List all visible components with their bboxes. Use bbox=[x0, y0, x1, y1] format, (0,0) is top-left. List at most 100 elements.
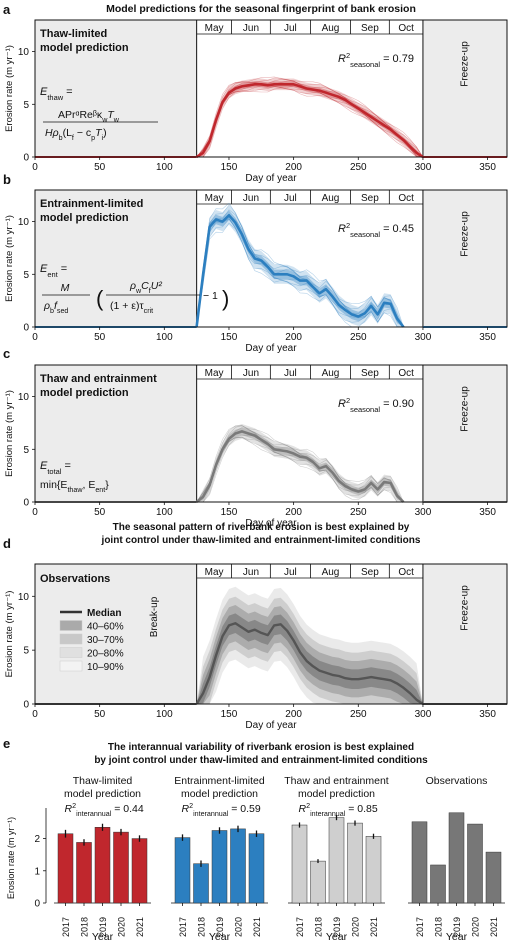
freeze-up-label: Freeze-up bbox=[459, 41, 470, 87]
label-part: 2 bbox=[72, 802, 76, 810]
x-tick-label: 2021 bbox=[252, 917, 262, 937]
bar bbox=[211, 830, 228, 904]
label-part: w bbox=[135, 287, 142, 295]
label-part: = bbox=[58, 263, 67, 275]
panel-title: Thaw-limited bbox=[40, 28, 107, 40]
label-part: f bbox=[54, 300, 58, 312]
legend-label: 30–70% bbox=[87, 635, 124, 646]
month-label: Jul bbox=[284, 567, 297, 578]
y-axis-label: Erosion rate (m yr⁻¹) bbox=[4, 215, 15, 302]
label-part: (L bbox=[63, 127, 72, 139]
x-tick-label: 2018 bbox=[197, 917, 207, 937]
panel-title: model prediction bbox=[40, 42, 129, 54]
median-line bbox=[195, 83, 424, 159]
label-part: , E bbox=[83, 479, 96, 491]
panel-letter: a bbox=[3, 2, 11, 17]
label-part: interannual bbox=[193, 810, 229, 818]
frozen-zone-right bbox=[422, 190, 507, 327]
x-tick-label: 2017 bbox=[61, 917, 71, 937]
y-tick-label: 0 bbox=[23, 498, 29, 509]
label-part: 2 bbox=[189, 802, 193, 810]
panel-letter: c bbox=[3, 346, 10, 361]
x-axis-label: Day of year bbox=[245, 343, 297, 354]
x-tick-label: 100 bbox=[156, 507, 173, 518]
month-label: Oct bbox=[398, 193, 414, 204]
percentile-band bbox=[196, 586, 423, 704]
ensemble-line bbox=[196, 436, 404, 503]
label-part: T bbox=[107, 109, 115, 121]
label-part: ent bbox=[95, 486, 105, 494]
label-part: thaw bbox=[47, 93, 63, 102]
ensemble-line bbox=[196, 437, 404, 503]
x-tick-label: 2018 bbox=[80, 917, 90, 937]
bar bbox=[76, 842, 92, 904]
month-label: Oct bbox=[398, 567, 414, 578]
formula-denominator: ρbfsed bbox=[43, 300, 68, 315]
x-tick-label: 2018 bbox=[434, 917, 444, 937]
label-part: sed bbox=[57, 307, 69, 315]
x-tick-label: 100 bbox=[156, 332, 173, 343]
section-title-e: The interannual variability of riverbank… bbox=[108, 742, 414, 753]
x-tick-label: 50 bbox=[94, 709, 106, 720]
x-tick-label: 2017 bbox=[178, 917, 188, 937]
x-axis-label: Day of year bbox=[245, 173, 297, 184]
x-tick-label: 2020 bbox=[471, 917, 481, 937]
formula-lhs: Etotal = bbox=[40, 460, 71, 476]
break-up-label: Break-up bbox=[149, 596, 160, 637]
bar bbox=[430, 864, 446, 904]
panel-title: Entrainment-limited bbox=[40, 198, 143, 210]
r-squared-label: R2interannual = 0.44 bbox=[65, 802, 144, 818]
x-tick-label: 50 bbox=[94, 332, 106, 343]
percentile-band bbox=[196, 81, 423, 157]
ensemble-line bbox=[196, 77, 424, 158]
formula-denominator-2: (1 + ε)τcrit bbox=[110, 300, 153, 315]
formula-numerator: APrᵅReᵝκwTw bbox=[58, 109, 120, 124]
x-axis-label: Year bbox=[326, 931, 348, 943]
label-part: thaw bbox=[67, 486, 83, 494]
label-part: min{E bbox=[40, 479, 67, 491]
month-label: Oct bbox=[398, 23, 414, 34]
label-part: ρ bbox=[129, 280, 136, 292]
bar bbox=[328, 817, 345, 904]
month-label: Jul bbox=[284, 23, 297, 34]
label-part: Hρ bbox=[45, 127, 59, 139]
x-tick-label: 350 bbox=[479, 709, 496, 720]
legend-label: Median bbox=[87, 608, 121, 619]
ensemble-line bbox=[196, 437, 404, 503]
frozen-zone-left bbox=[35, 564, 197, 704]
y-tick-label: 5 bbox=[23, 100, 29, 111]
y-tick-label: 1 bbox=[34, 866, 40, 877]
y-axis-label: Erosion rate (m yr⁻¹) bbox=[4, 591, 15, 678]
x-tick-label: 2020 bbox=[117, 917, 127, 937]
ensemble-line bbox=[196, 218, 404, 328]
label-part: interannual bbox=[76, 810, 112, 818]
label-part: = 0.59 bbox=[228, 803, 261, 815]
ensemble-line bbox=[196, 209, 404, 328]
month-label: Jul bbox=[284, 368, 297, 379]
ensemble-line bbox=[196, 202, 404, 328]
x-tick-label: 2020 bbox=[234, 917, 244, 937]
x-tick-label: 350 bbox=[479, 507, 496, 518]
x-tick-label: 2017 bbox=[295, 917, 305, 937]
formula-numerator: M bbox=[61, 282, 70, 294]
r-squared-label: R2interannual = 0.59 bbox=[182, 802, 261, 818]
frozen-zone-right bbox=[422, 365, 507, 502]
group-title: Observations bbox=[426, 775, 488, 787]
frozen-zone-left bbox=[35, 20, 197, 157]
legend-swatch bbox=[59, 660, 83, 672]
month-label: May bbox=[205, 368, 224, 379]
label-part: = bbox=[61, 460, 70, 472]
x-tick-label: 2019 bbox=[332, 917, 342, 937]
y-tick-label: 10 bbox=[18, 217, 30, 228]
x-tick-label: 200 bbox=[285, 507, 302, 518]
label-part: } bbox=[105, 479, 109, 491]
bar bbox=[365, 836, 382, 904]
plot-frame bbox=[34, 364, 508, 503]
label-part: = 0.45 bbox=[380, 223, 414, 235]
label-part: E bbox=[40, 263, 48, 275]
x-tick-label: 0 bbox=[32, 332, 38, 343]
month-label: May bbox=[205, 23, 224, 34]
x-tick-label: 150 bbox=[221, 709, 238, 720]
